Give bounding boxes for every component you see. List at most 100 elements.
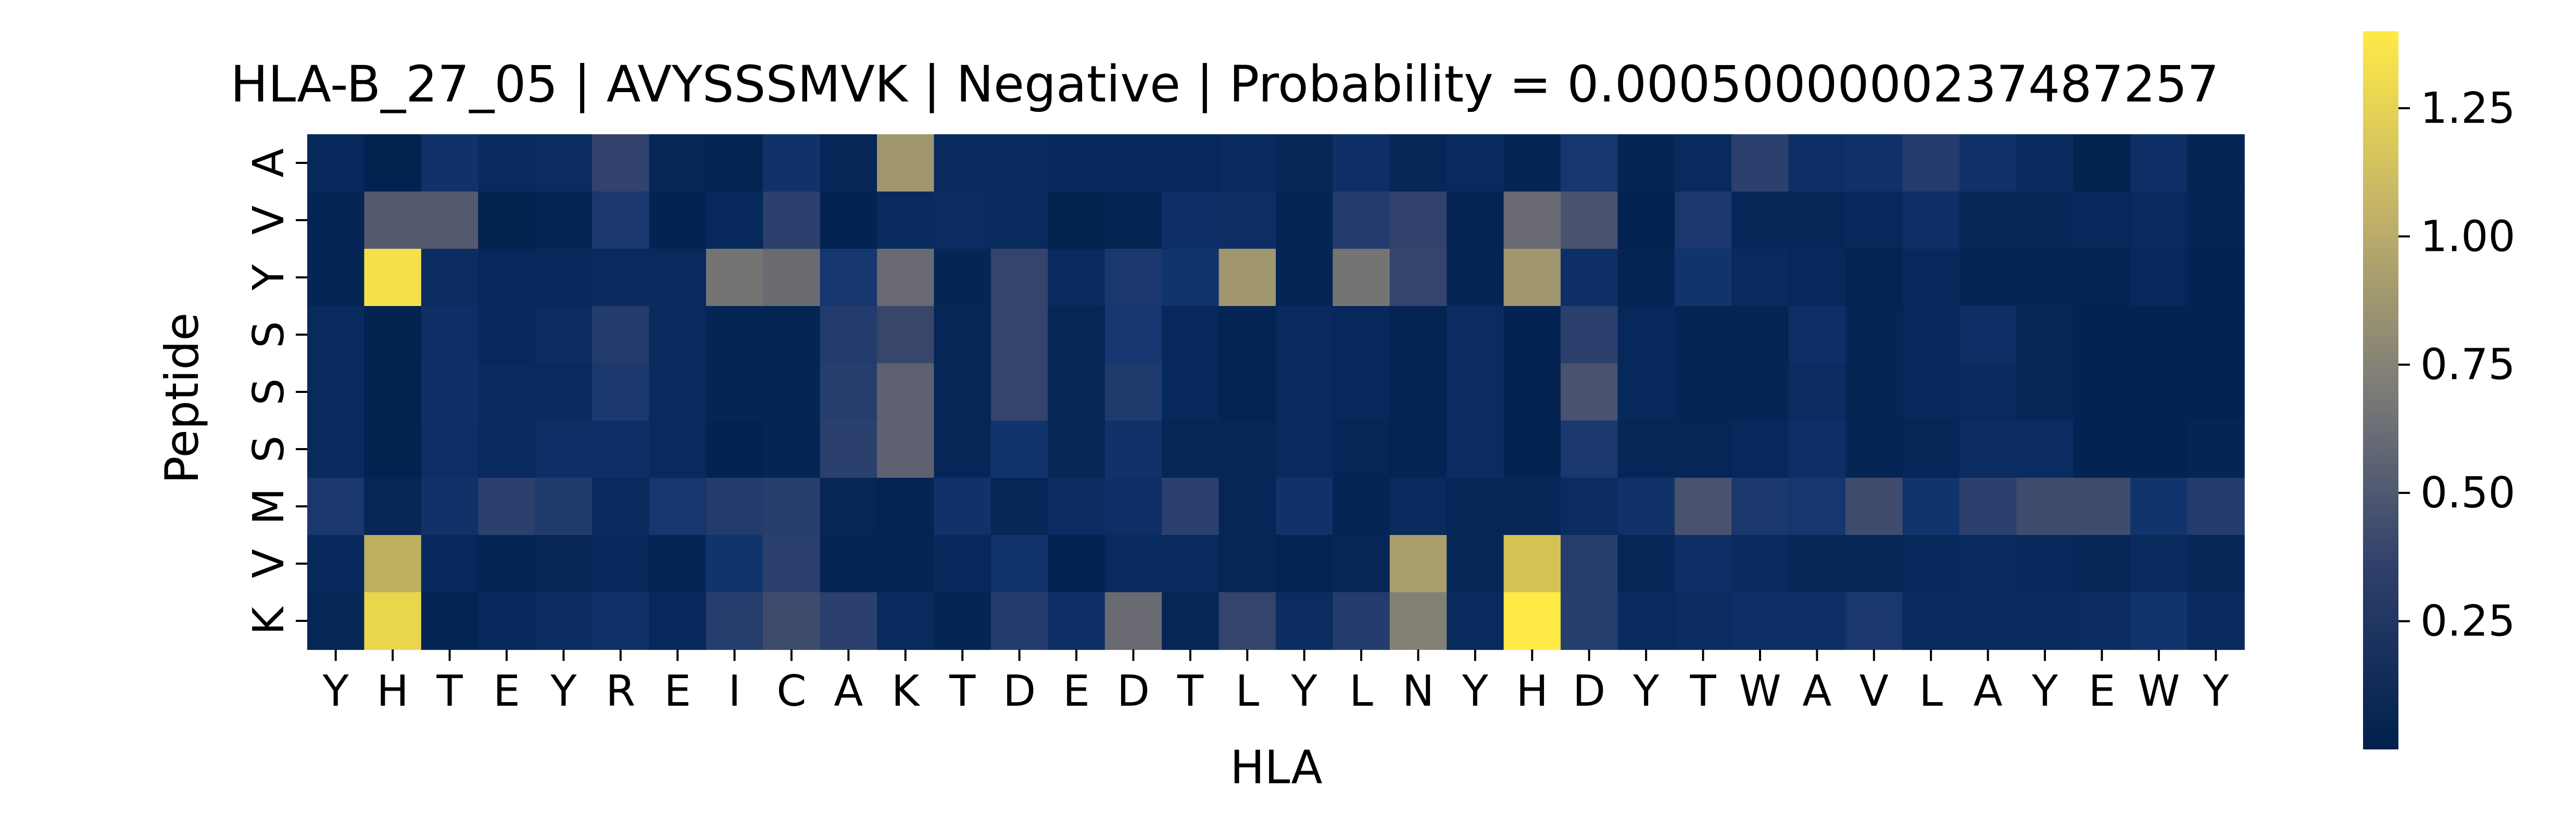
- colorbar-ticks: 0.25 0.50 0.75 1.00 1.25: [2398, 84, 2516, 646]
- y-tick-label: K: [244, 606, 294, 635]
- heatmap-cell: [1845, 249, 1903, 307]
- x-tick-label: E: [1063, 667, 1090, 716]
- heatmap-cell: [877, 421, 935, 478]
- heatmap-cell: [1333, 306, 1390, 364]
- heatmap-cell: [990, 421, 1049, 478]
- heatmap-cell: [1617, 592, 1675, 650]
- colorbar-tick-label: 1.00: [2420, 212, 2516, 261]
- heatmap-cell: [1503, 192, 1561, 249]
- heatmap-cell: [1788, 134, 1846, 192]
- x-tick-label: D: [1573, 667, 1605, 716]
- heatmap-cell: [1048, 249, 1105, 307]
- heatmap-cell: [478, 306, 536, 364]
- heatmap-cell: [1162, 535, 1220, 593]
- heatmap-cell: [1333, 134, 1390, 192]
- y-tick-label: V: [244, 549, 294, 578]
- x-tick-label: W: [2138, 667, 2180, 716]
- heatmap-cell: [820, 134, 877, 192]
- y-tick-label: M: [244, 488, 294, 525]
- x-tick-label: Y: [1632, 667, 1660, 716]
- heatmap-cell: [1162, 249, 1220, 307]
- heatmap-cell: [2130, 592, 2188, 650]
- heatmap-cell: [2016, 192, 2074, 249]
- heatmap-cell: [1674, 306, 1732, 364]
- colorbar-tick-label: 0.25: [2420, 597, 2516, 646]
- heatmap-cell: [1389, 592, 1448, 650]
- heatmap-cell: [1048, 421, 1105, 478]
- heatmap-cell: [2187, 306, 2245, 364]
- heatmap-cell: [934, 421, 991, 478]
- heatmap-cell: [934, 592, 991, 650]
- heatmap-cell: [1447, 592, 1504, 650]
- heatmap-cell: [1447, 478, 1504, 536]
- x-tick-label: Y: [550, 667, 577, 716]
- heatmap-cell: [1389, 306, 1448, 364]
- heatmap-cell: [1276, 592, 1334, 650]
- heatmap-cell: [2073, 478, 2131, 536]
- heatmap-cell: [592, 421, 650, 478]
- heatmap-cell: [421, 592, 479, 650]
- x-tick-label: L: [1919, 667, 1943, 716]
- heatmap-cell: [2130, 535, 2188, 593]
- x-tick-label: T: [1690, 667, 1717, 716]
- heatmap-cell: [2130, 306, 2188, 364]
- heatmap-cell: [1447, 363, 1504, 421]
- heatmap-cell: [2016, 363, 2074, 421]
- heatmap-cell: [364, 363, 422, 421]
- heatmap-cell: [1845, 306, 1903, 364]
- heatmap-cell: [1731, 535, 1789, 593]
- heatmap-cell: [1447, 249, 1504, 307]
- heatmap-cell: [592, 306, 650, 364]
- heatmap-cell: [1389, 363, 1448, 421]
- y-axis-label: Peptide: [155, 313, 209, 484]
- heatmap-cell: [364, 306, 422, 364]
- heatmap-cell: [478, 134, 536, 192]
- heatmap-cell: [1788, 249, 1846, 307]
- colorbar-tick-label: 1.25: [2420, 84, 2516, 133]
- heatmap-cell: [1104, 192, 1162, 249]
- heatmap-cell: [1162, 192, 1220, 249]
- heatmap-cell: [1104, 134, 1162, 192]
- heatmap-cell: [592, 478, 650, 536]
- heatmap-cell: [535, 249, 593, 307]
- heatmap-cell: [1674, 249, 1732, 307]
- heatmap-cell: [478, 363, 536, 421]
- heatmap-cell: [364, 592, 422, 650]
- heatmap-cell: [934, 249, 991, 307]
- heatmap-cell: [1617, 306, 1675, 364]
- heatmap-cell: [934, 192, 991, 249]
- x-tick-label: Y: [1291, 667, 1318, 716]
- heatmap-cell: [877, 592, 935, 650]
- heatmap-cell: [592, 592, 650, 650]
- heatmap-cell: [1218, 306, 1276, 364]
- heatmap-cell: [1561, 306, 1618, 364]
- heatmap-cell: [535, 421, 593, 478]
- heatmap-cell: [421, 478, 479, 536]
- heatmap-cell: [934, 363, 991, 421]
- heatmap-cell: [649, 363, 707, 421]
- heatmap-cell: [1389, 478, 1448, 536]
- x-tick-label: Y: [322, 667, 349, 716]
- heatmap-cell: [706, 134, 764, 192]
- heatmap-cell: [1617, 134, 1675, 192]
- heatmap-cell: [1617, 249, 1675, 307]
- heatmap-cell: [2187, 592, 2245, 650]
- x-tick-label: E: [493, 667, 520, 716]
- heatmap-cell: [535, 306, 593, 364]
- heatmap-cell: [1389, 249, 1448, 307]
- heatmap-cell: [763, 249, 821, 307]
- heatmap-cell: [820, 192, 877, 249]
- y-tick-label: S: [244, 378, 294, 405]
- heatmap-cell: [1788, 478, 1846, 536]
- heatmap-cell: [1959, 421, 2017, 478]
- heatmap-cell: [2130, 478, 2188, 536]
- heatmap-cell: [1048, 306, 1105, 364]
- heatmap-cell: [307, 592, 365, 650]
- heatmap-cell: [307, 306, 365, 364]
- heatmap-cell: [1162, 134, 1220, 192]
- heatmap-cell: [1162, 478, 1220, 536]
- heatmap-cell: [877, 535, 935, 593]
- heatmap-cell: [1788, 421, 1846, 478]
- heatmap-cell: [1959, 478, 2017, 536]
- heatmap-cell: [1162, 421, 1220, 478]
